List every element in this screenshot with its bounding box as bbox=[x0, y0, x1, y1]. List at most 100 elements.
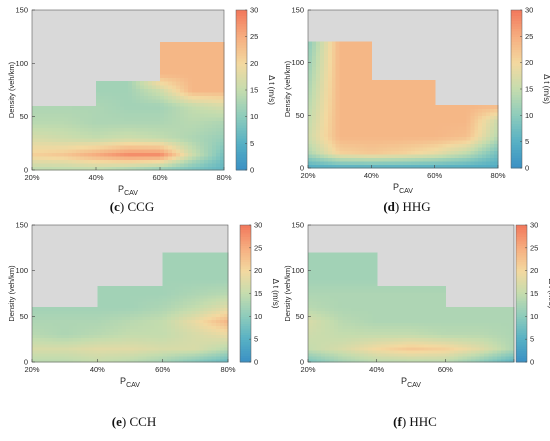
heat-cell bbox=[132, 148, 137, 153]
heat-cell bbox=[426, 104, 432, 109]
heat-cell bbox=[211, 307, 217, 311]
heat-cell bbox=[160, 56, 165, 61]
heat-cell bbox=[195, 285, 201, 290]
heat-cell bbox=[109, 343, 115, 348]
heat-cell bbox=[96, 113, 101, 118]
heat-cell bbox=[176, 130, 181, 136]
heat-cell bbox=[311, 41, 317, 46]
heat-cell bbox=[142, 298, 147, 302]
heat-cell bbox=[113, 346, 119, 351]
heat-cell bbox=[195, 310, 201, 314]
colorbar-swatch bbox=[240, 295, 251, 299]
heat-cell bbox=[327, 59, 333, 64]
heat-cell bbox=[454, 104, 460, 109]
heat-cell bbox=[350, 301, 356, 305]
heat-cell bbox=[346, 307, 352, 311]
heat-cell bbox=[474, 157, 479, 162]
heat-cell bbox=[72, 316, 78, 320]
heat-cell bbox=[418, 80, 424, 85]
heat-cell bbox=[335, 55, 341, 60]
heat-cell bbox=[339, 55, 345, 60]
heat-cell bbox=[368, 270, 373, 275]
heat-cell bbox=[200, 91, 205, 96]
heat-cell bbox=[395, 122, 400, 127]
heat-cell bbox=[152, 127, 157, 132]
heat-cell bbox=[391, 136, 396, 141]
colorbar-swatch bbox=[236, 26, 247, 30]
heat-cell bbox=[406, 136, 412, 141]
heat-cell bbox=[414, 129, 420, 134]
heat-cell bbox=[56, 162, 61, 168]
heat-cell bbox=[389, 328, 395, 333]
heat-cell bbox=[158, 328, 164, 333]
heat-cell bbox=[144, 152, 149, 157]
heat-cell bbox=[329, 310, 335, 314]
heat-cell bbox=[212, 56, 217, 61]
heat-cell bbox=[343, 94, 349, 99]
heat-cell bbox=[176, 148, 181, 153]
heat-cell bbox=[164, 91, 169, 96]
heat-cell bbox=[470, 143, 475, 148]
heat-cell bbox=[406, 160, 412, 166]
heat-cell bbox=[333, 334, 339, 339]
heat-cell bbox=[363, 261, 369, 266]
heat-cell bbox=[415, 310, 421, 314]
heat-cell bbox=[96, 152, 101, 157]
heat-cell bbox=[315, 122, 321, 127]
heat-cell bbox=[105, 307, 111, 311]
heat-cell bbox=[379, 136, 384, 141]
heat-cell bbox=[36, 120, 41, 125]
heat-cell bbox=[343, 48, 349, 53]
heat-cell bbox=[329, 325, 335, 330]
heat-cell bbox=[375, 108, 380, 113]
heat-cell bbox=[411, 298, 416, 302]
heat-cell bbox=[64, 352, 70, 357]
heat-cell bbox=[458, 160, 463, 166]
heat-cell bbox=[316, 319, 322, 324]
heat-cell bbox=[494, 136, 499, 141]
heat-cell bbox=[76, 322, 82, 327]
heat-cell bbox=[220, 56, 225, 61]
heat-cell bbox=[183, 319, 188, 324]
heat-cell bbox=[308, 285, 313, 290]
heat-cell bbox=[428, 313, 434, 317]
heat-cell bbox=[339, 45, 345, 50]
heat-cell bbox=[367, 94, 372, 99]
heat-cell bbox=[212, 130, 217, 136]
heat-cell bbox=[478, 132, 483, 137]
heat-cell bbox=[422, 160, 428, 166]
heat-cell bbox=[325, 310, 331, 314]
heat-cell bbox=[474, 164, 479, 169]
heat-cell bbox=[315, 101, 321, 106]
heat-cell bbox=[380, 307, 386, 311]
heat-cell bbox=[367, 48, 372, 53]
heat-cell bbox=[116, 84, 121, 89]
heat-cell bbox=[93, 334, 98, 339]
heat-cell bbox=[308, 94, 313, 99]
heat-cell bbox=[208, 155, 213, 160]
colorbar-swatch bbox=[511, 120, 522, 124]
heat-cell bbox=[351, 73, 357, 78]
heat-cell bbox=[333, 349, 339, 354]
heat-cell bbox=[385, 288, 391, 293]
heat-cell bbox=[124, 166, 129, 171]
heat-cell bbox=[174, 349, 180, 354]
heat-cell bbox=[470, 132, 475, 137]
heat-cell bbox=[411, 322, 416, 327]
heat-cell bbox=[368, 301, 373, 305]
heat-cell bbox=[166, 304, 172, 308]
heat-cell bbox=[331, 164, 337, 169]
heat-cell bbox=[367, 83, 372, 88]
heat-cell bbox=[97, 349, 103, 354]
heat-cell bbox=[329, 316, 335, 320]
heat-cell bbox=[423, 355, 429, 360]
heat-cell bbox=[76, 120, 81, 125]
heat-cell bbox=[93, 358, 98, 363]
colorbar-swatch bbox=[236, 44, 247, 48]
heat-cell bbox=[116, 145, 121, 150]
heat-cell bbox=[166, 358, 172, 363]
heat-cell bbox=[84, 123, 89, 128]
heat-cell bbox=[85, 316, 90, 320]
heat-cell bbox=[112, 98, 117, 104]
heat-cell bbox=[368, 264, 373, 269]
